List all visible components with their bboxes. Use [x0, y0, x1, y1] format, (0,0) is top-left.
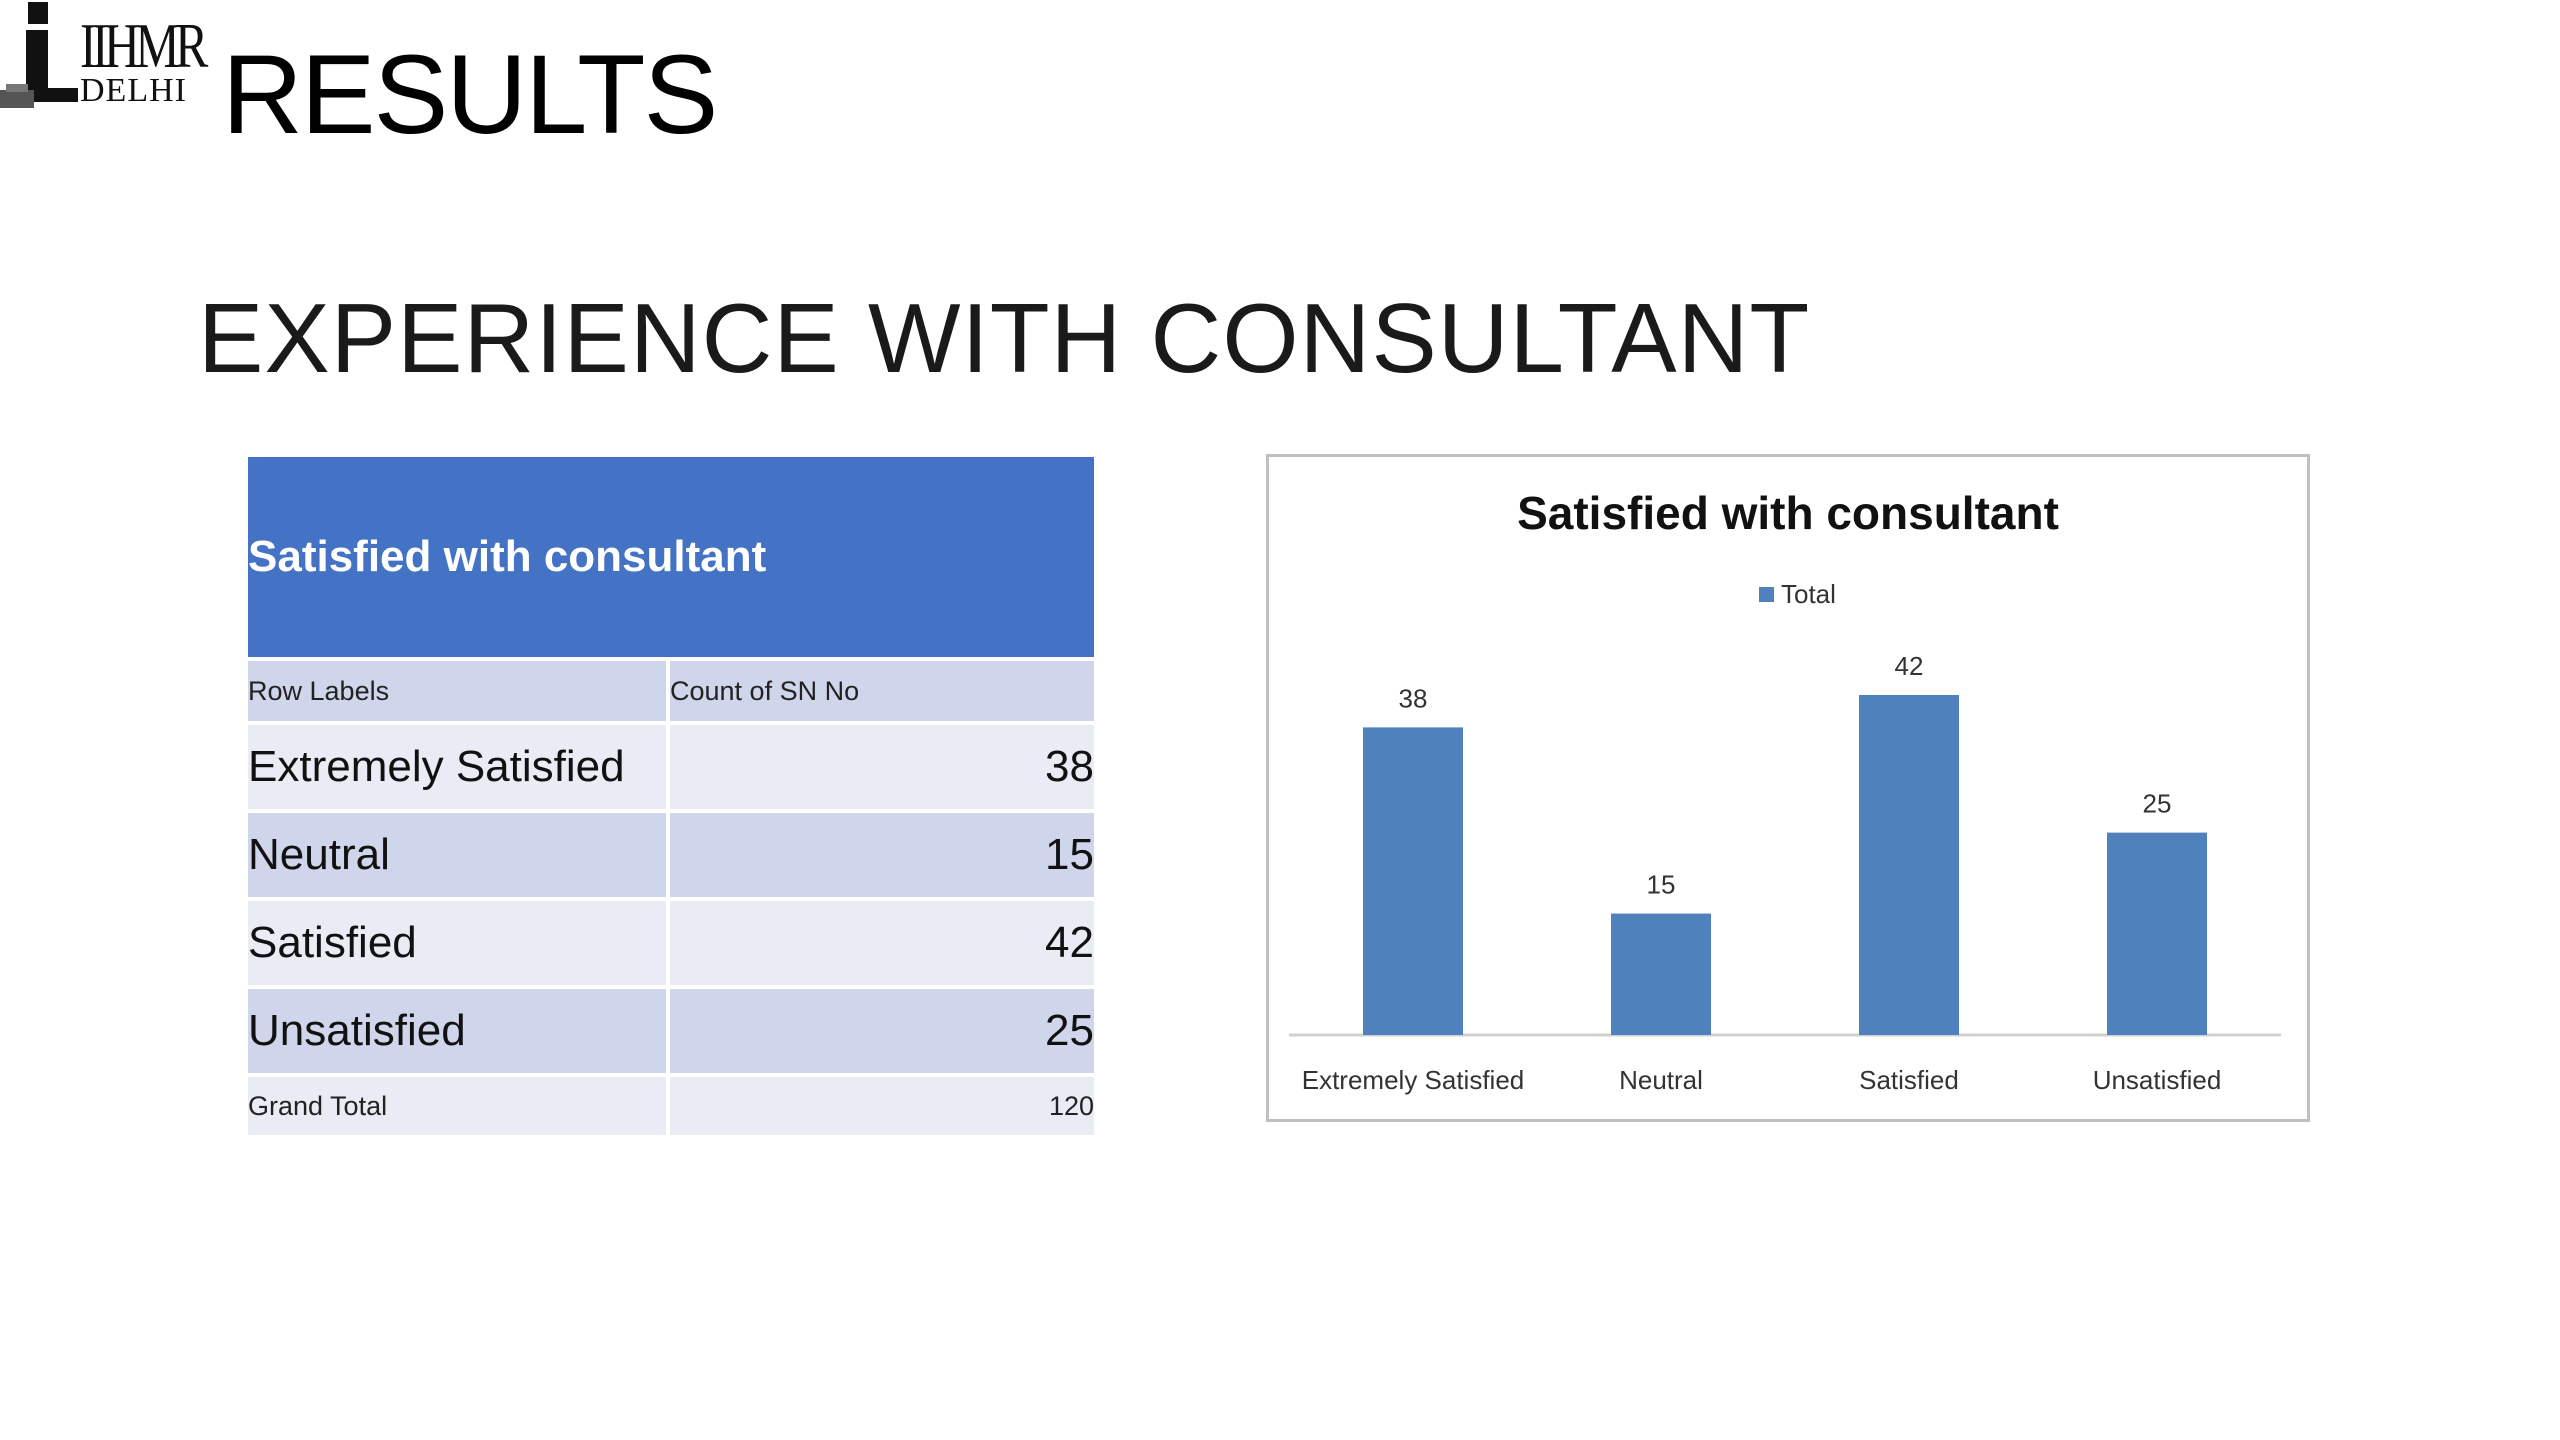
row-label: Neutral	[248, 813, 670, 897]
x-tick-label: Satisfied	[1859, 1065, 1959, 1095]
bar-data-label: 25	[2143, 789, 2172, 819]
logo-text-delhi: DELHI	[80, 72, 187, 109]
pivot-table-title: Satisfied with consultant	[248, 457, 1094, 657]
row-value: 42	[1045, 918, 1094, 967]
grand-total-row: Grand Total 120	[248, 1073, 1094, 1135]
bar-chart: Satisfied with consultant Total 38 Extrem…	[1266, 454, 2310, 1122]
table-row: Neutral 15	[248, 809, 1094, 897]
table-row: Unsatisfied 25	[248, 985, 1094, 1073]
bar	[2107, 832, 2207, 1035]
slide-title: RESULTS	[222, 32, 718, 157]
bar-data-label: 38	[1399, 683, 1428, 713]
logo-text-iihmr: IIHMR	[80, 10, 208, 81]
column-header-row-labels: Row Labels	[248, 661, 670, 721]
table-row: Extremely Satisfied 38	[248, 721, 1094, 809]
bar	[1363, 727, 1463, 1035]
grand-total-label: Grand Total	[248, 1077, 670, 1135]
legend-swatch-total	[1759, 587, 1774, 602]
grand-total-value: 120	[1048, 1090, 1094, 1121]
bar-data-label: 42	[1895, 651, 1924, 681]
chart-canvas: Satisfied with consultant Total 38 Extrem…	[1289, 487, 2281, 1095]
x-tick-label: Unsatisfied	[2093, 1065, 2222, 1095]
bar	[1859, 695, 1959, 1035]
row-value: 15	[1045, 830, 1094, 879]
legend-label-total: Total	[1781, 579, 1836, 609]
pivot-table: Satisfied with consultant Row Labels Cou…	[248, 457, 1094, 1135]
chart-legend: Total	[1759, 579, 1836, 609]
bar-data-label: 15	[1647, 870, 1676, 900]
row-label: Satisfied	[248, 901, 670, 985]
bars-layer: 38 Extremely Satisfied 15 Neutral 42 Satisfie…	[1302, 651, 2222, 1095]
row-label: Extremely Satisfied	[248, 725, 670, 809]
iihmr-logo: IIHMR DELHI	[0, 0, 208, 112]
row-label: Unsatisfied	[248, 989, 670, 1073]
x-tick-label: Neutral	[1619, 1065, 1703, 1095]
slide-subtitle: EXPERIENCE WITH CONSULTANT	[198, 283, 1811, 393]
column-header-count: Count of SN No	[670, 675, 860, 706]
logo-mark-icon	[0, 2, 78, 108]
row-value: 25	[1045, 1006, 1094, 1055]
pivot-column-headers: Row Labels Count of SN No	[248, 661, 1094, 721]
bar	[1611, 913, 1711, 1035]
chart-title: Satisfied with consultant	[1517, 487, 2059, 539]
row-value: 38	[1045, 742, 1094, 791]
x-tick-label: Extremely Satisfied	[1302, 1065, 1525, 1095]
table-row: Satisfied 42	[248, 897, 1094, 985]
